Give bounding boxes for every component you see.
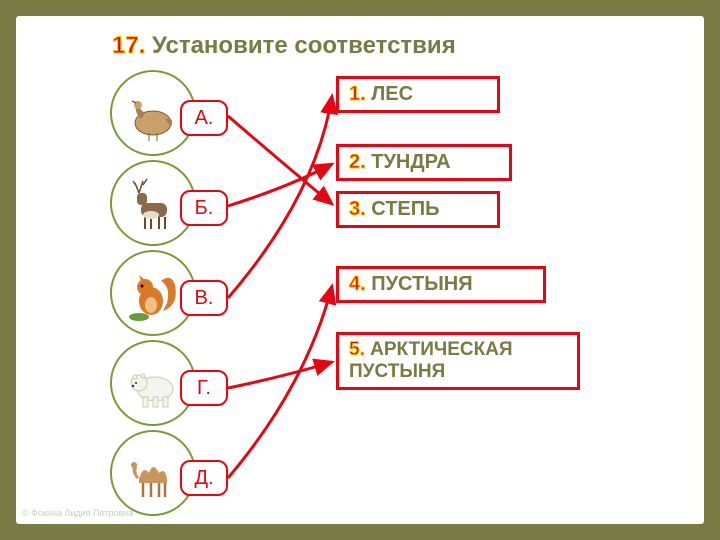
option-number: 1. [349,83,366,105]
option-text: СТЕПЬ [366,198,440,220]
letter-label-bustard[interactable]: А. [180,100,228,136]
question-text: Установите соответствия [152,32,456,59]
letter-label-polarbear[interactable]: Г. [180,370,228,406]
letter-label-squirrel[interactable]: В. [180,280,228,316]
option-text: ТУНДРА [366,151,451,173]
match-arrow [228,116,332,204]
letter-label-camel[interactable]: Д. [180,460,228,496]
match-arrow [228,164,332,206]
match-arrow [228,96,332,298]
option-box-4[interactable]: 4. ПУСТЫНЯ [336,266,546,303]
option-number: 5. [349,339,365,360]
option-text: АРКТИЧЕСКАЯ ПУСТЫНЯ [349,339,513,382]
question-number: 17. [112,32,145,59]
option-box-5[interactable]: 5. АРКТИЧЕСКАЯ ПУСТЫНЯ [336,332,580,390]
letter-text: А. [195,107,214,130]
letter-text: Б. [195,197,214,220]
credit-text: © Фокина Лидия Петровна [22,508,133,518]
match-arrow [228,286,332,478]
option-number: 4. [349,273,366,295]
letter-label-reindeer[interactable]: Б. [180,190,228,226]
option-box-3[interactable]: 3. СТЕПЬ [336,191,500,228]
option-box-2[interactable]: 2. ТУНДРА [336,144,512,181]
question-title: 17. Установите соответствия [112,32,456,60]
option-box-1[interactable]: 1. ЛЕС [336,76,500,113]
letter-text: Г. [197,377,211,400]
option-text: ПУСТЫНЯ [366,273,473,295]
letter-text: В. [195,287,214,310]
option-number: 3. [349,198,366,220]
option-text: ЛЕС [366,83,413,105]
option-number: 2. [349,151,366,173]
letter-text: Д. [194,467,213,490]
match-arrow [228,362,332,388]
slide: 17. Установите соответствия А. Б. В. Г. Д. 1… [16,16,704,524]
